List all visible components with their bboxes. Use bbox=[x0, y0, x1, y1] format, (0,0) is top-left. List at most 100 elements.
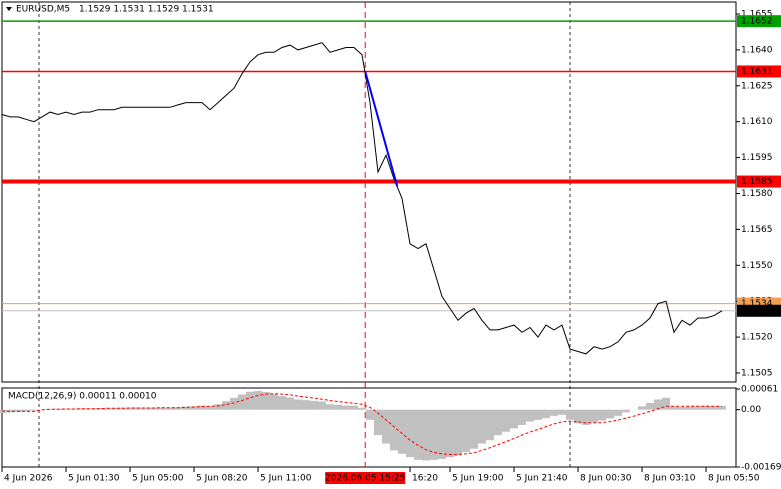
x-tick-label: 5 Jun 11:00 bbox=[260, 474, 312, 484]
macd-bar bbox=[510, 409, 518, 429]
macd-bar bbox=[502, 409, 510, 432]
macd-bar bbox=[422, 409, 430, 461]
macd-bar bbox=[414, 409, 422, 460]
macd-bar bbox=[158, 407, 166, 410]
macd-bar bbox=[30, 409, 38, 411]
macd-bar bbox=[310, 400, 318, 410]
macd-bar bbox=[62, 408, 70, 410]
macd-bar bbox=[582, 409, 590, 425]
macd-bar bbox=[382, 409, 390, 444]
macd-bar bbox=[270, 394, 278, 410]
macd-bar bbox=[470, 409, 478, 449]
x-tick-label: 16:20 bbox=[412, 474, 438, 484]
level-price-label: 1.1652 bbox=[741, 17, 773, 27]
x-tick-label: 5 Jun 21:40 bbox=[516, 474, 568, 484]
macd-bar bbox=[238, 394, 246, 410]
macd-bar bbox=[342, 405, 350, 410]
macd-bar bbox=[494, 409, 502, 436]
macd-title: MACD(12,26,9) 0.00011 0.00010 bbox=[8, 392, 157, 402]
macd-bar bbox=[606, 409, 614, 419]
x-tick-label: 4 Jun 2026 bbox=[4, 474, 53, 484]
macd-bar bbox=[566, 409, 574, 420]
macd-bar bbox=[590, 409, 598, 423]
x-tick-label: 5 Jun 19:00 bbox=[452, 474, 504, 484]
macd-bar bbox=[558, 409, 566, 415]
macd-bar bbox=[278, 396, 286, 410]
signal-line bbox=[1, 393, 722, 455]
macd-bar bbox=[254, 391, 262, 410]
macd-bar bbox=[446, 409, 454, 458]
macd-bar bbox=[22, 409, 30, 412]
macd-bar bbox=[102, 407, 110, 410]
macd-bar bbox=[574, 409, 582, 424]
macd-bar bbox=[326, 404, 334, 410]
macd-bar bbox=[294, 399, 302, 410]
y-tick-label: 0.00 bbox=[741, 405, 761, 415]
macd-bar bbox=[358, 407, 366, 410]
macd-bar bbox=[678, 406, 686, 410]
macd-bar bbox=[534, 409, 542, 420]
level-price-label: 1.1631 bbox=[741, 67, 773, 77]
y-tick-label: 1.1550 bbox=[741, 261, 773, 271]
level-price-label: 1.1585 bbox=[741, 177, 773, 187]
macd-bar bbox=[518, 409, 526, 425]
macd-bar bbox=[646, 402, 654, 410]
macd-bar bbox=[174, 407, 182, 410]
macd-bar bbox=[622, 409, 630, 413]
macd-bar bbox=[190, 406, 198, 410]
price-line bbox=[1, 42, 723, 355]
macd-bar bbox=[286, 397, 294, 410]
x-tick-label: 8 Jun 05:50 bbox=[708, 474, 760, 484]
macd-bar bbox=[398, 409, 406, 454]
x-tick-label: 8 Jun 00:30 bbox=[580, 474, 632, 484]
macd-bar bbox=[430, 409, 438, 460]
y-tick-label: 1.1580 bbox=[741, 189, 773, 199]
macd-bar bbox=[166, 407, 174, 410]
macd-bar bbox=[462, 409, 470, 453]
macd-bar bbox=[438, 409, 446, 459]
macd-bar bbox=[454, 409, 462, 456]
y-tick-label: 1.1520 bbox=[741, 333, 773, 343]
macd-bar bbox=[198, 405, 206, 410]
macd-bar bbox=[318, 401, 326, 410]
macd-bar bbox=[390, 409, 398, 451]
y-tick-label: 1.1640 bbox=[741, 45, 773, 55]
macd-bar bbox=[542, 409, 550, 419]
x-tick-label: 5 Jun 08:20 bbox=[196, 474, 248, 484]
y-tick-label: 1.1595 bbox=[741, 153, 773, 163]
macd-bar bbox=[486, 409, 494, 441]
y-tick-label: 1.1655 bbox=[741, 10, 773, 20]
macd-bar bbox=[366, 409, 374, 420]
crosshair-box bbox=[325, 472, 406, 484]
macd-bar bbox=[350, 405, 358, 410]
current-price-label: 1.1531 bbox=[741, 306, 773, 316]
y-tick-label: 0.00061 bbox=[741, 385, 778, 395]
macd-bar bbox=[702, 405, 710, 410]
level-price-box bbox=[737, 65, 781, 78]
level-price-box bbox=[737, 15, 781, 28]
macd-bar bbox=[710, 405, 718, 410]
macd-bar bbox=[334, 404, 342, 410]
macd-bar bbox=[598, 409, 606, 421]
menu-triangle[interactable] bbox=[6, 7, 12, 11]
current-price-box bbox=[737, 304, 781, 317]
macd-bar bbox=[478, 409, 486, 444]
ohlc: 1.1529 1.1531 1.1529 1.1531 bbox=[79, 5, 214, 15]
symbol-title: EURUSD,M5 bbox=[16, 5, 70, 15]
macd-bar bbox=[406, 409, 414, 458]
x-tick-label: 5 Jun 05:00 bbox=[132, 474, 184, 484]
macd-bar bbox=[638, 406, 646, 410]
macd-bar bbox=[262, 392, 270, 410]
macd-bar bbox=[686, 406, 694, 410]
macd-frame bbox=[1, 387, 737, 468]
macd-bar bbox=[86, 408, 94, 410]
macd-bar bbox=[14, 409, 22, 412]
y-tick-label: 1.1625 bbox=[741, 81, 773, 91]
macd-bar bbox=[126, 407, 134, 410]
macd-bar bbox=[230, 397, 238, 410]
trend-line bbox=[364, 71, 399, 187]
main-frame bbox=[1, 1, 737, 383]
macd-bar bbox=[142, 407, 150, 410]
y-tick-label: -0.00169 bbox=[741, 463, 781, 473]
